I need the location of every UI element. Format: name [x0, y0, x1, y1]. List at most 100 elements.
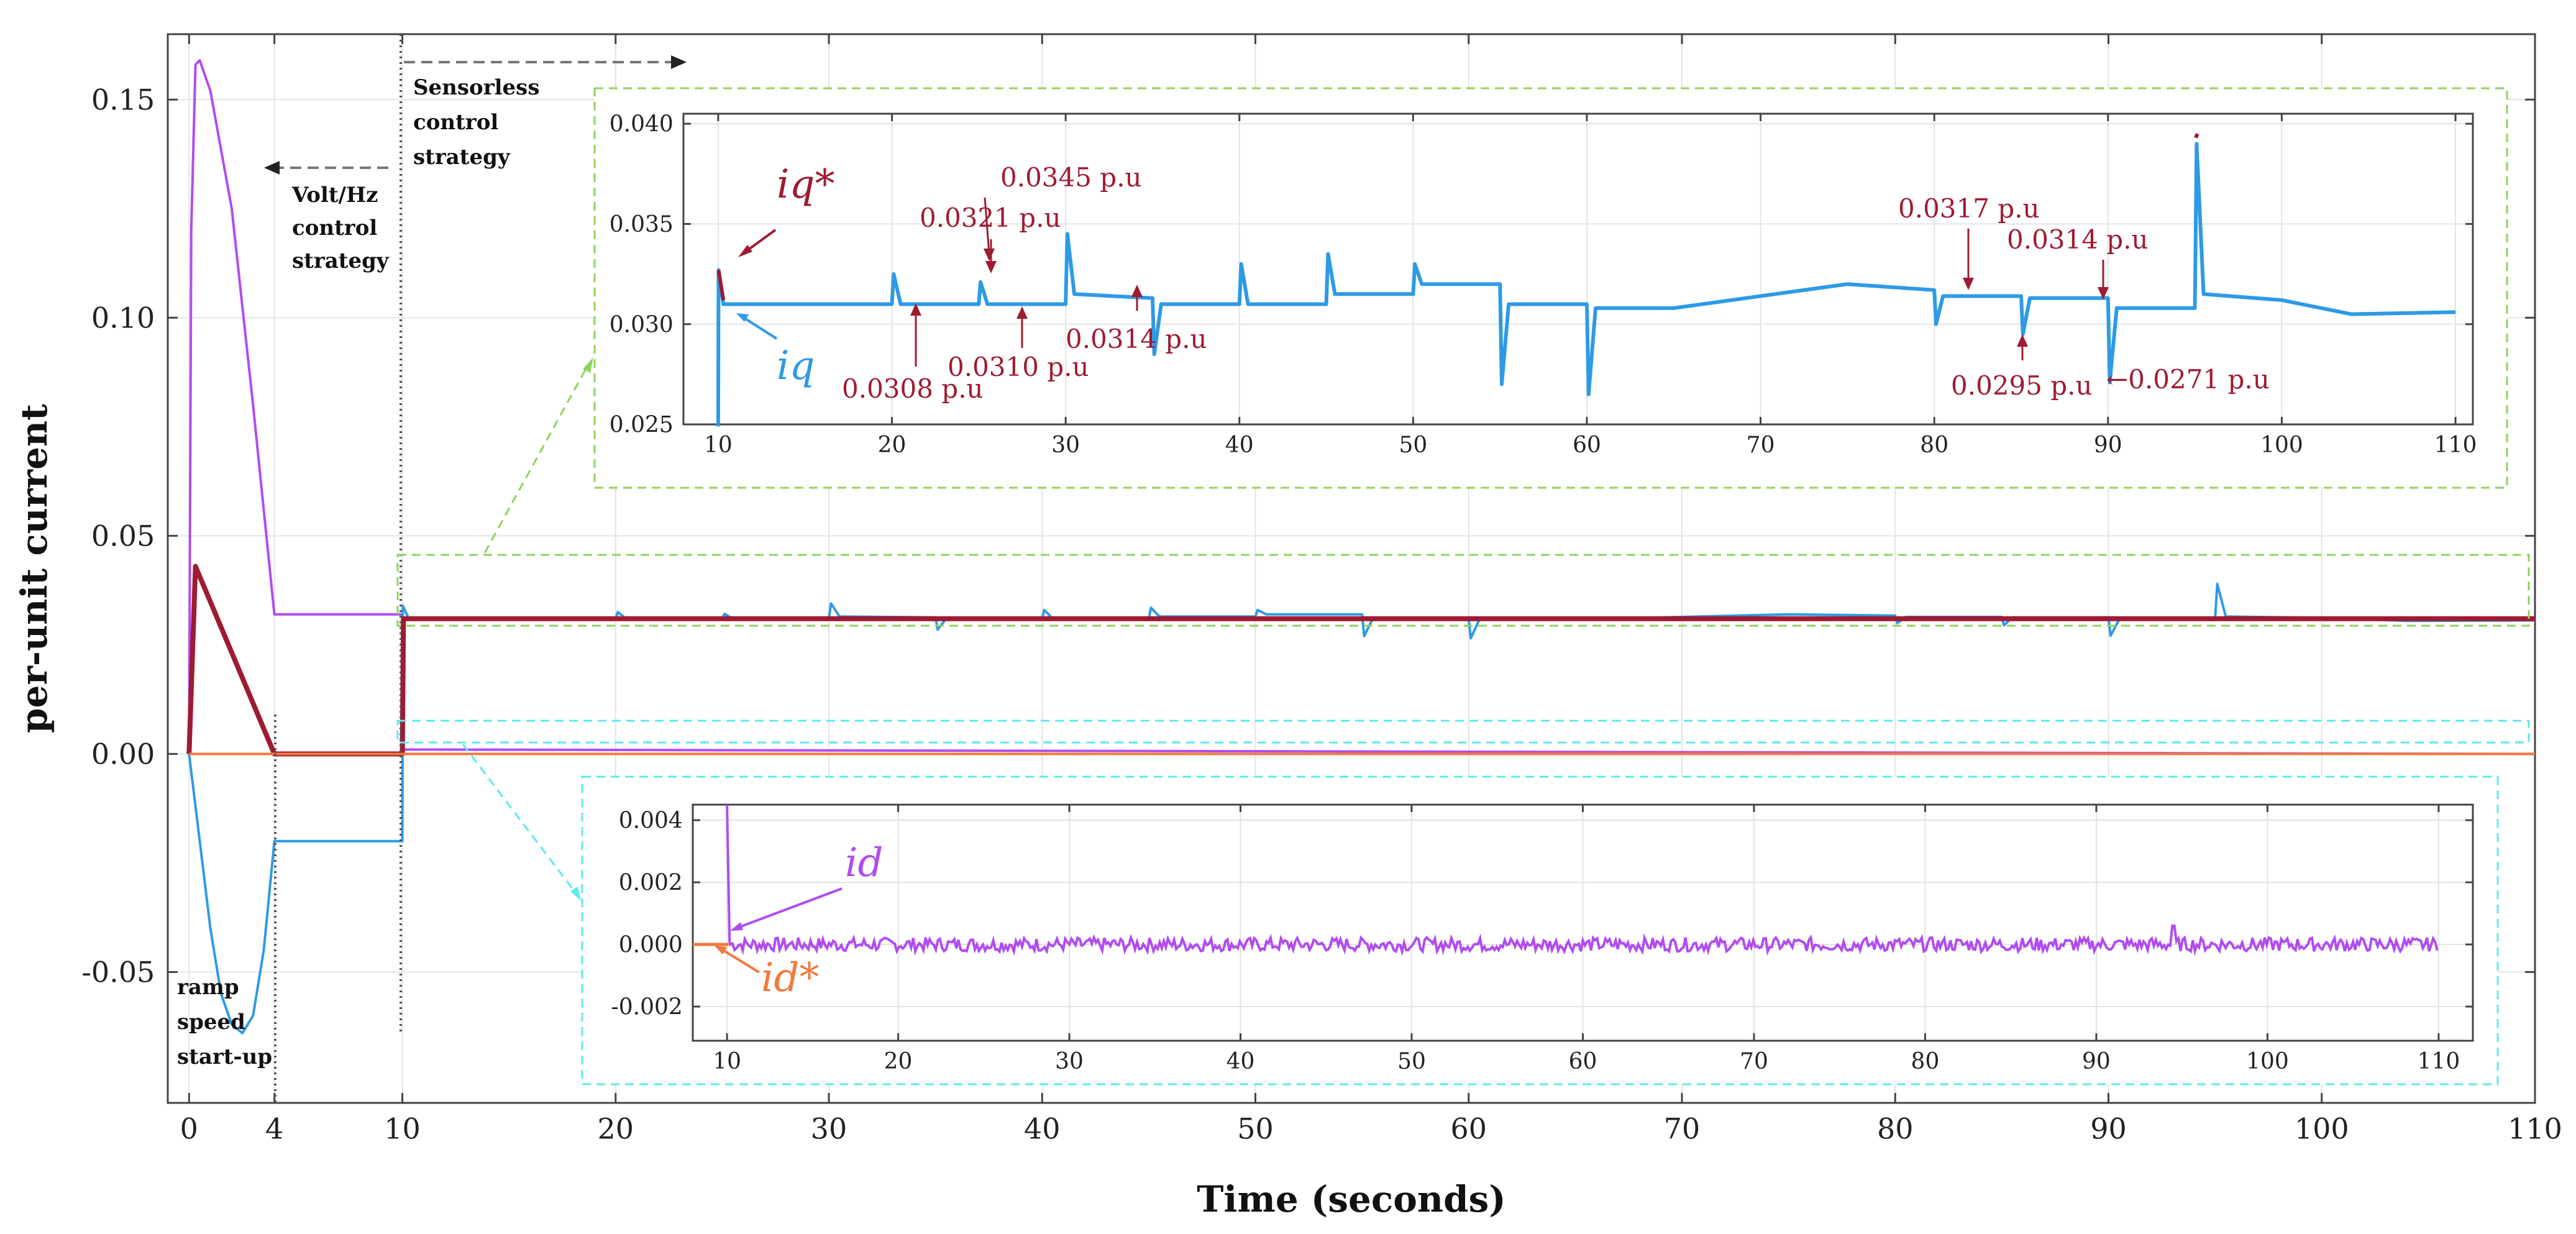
x-tick-label: 50	[1399, 432, 1427, 458]
id-text: id	[845, 840, 883, 886]
y-tick-label: 0.002	[619, 871, 683, 896]
y-axis-label: per-unit current	[13, 404, 55, 733]
inset-d-series	[693, 804, 2439, 956]
x-tick-label: 110	[2418, 1049, 2460, 1074]
id-star-label: id*	[715, 946, 819, 1001]
y-tick-label: 0.15	[91, 83, 155, 116]
id-label: id	[730, 840, 883, 931]
x-tick-label: 60	[1573, 432, 1601, 458]
x-tick-label: 20	[884, 1049, 913, 1074]
x-tick-label: 10	[384, 1112, 421, 1146]
inset-q-annotation: 0.0308 p.u	[842, 373, 984, 404]
x-tick-label: 50	[1397, 1049, 1426, 1074]
zoom-box-id	[396, 720, 2530, 744]
x-tick-label: 10	[713, 1049, 741, 1074]
x-tick-label: 0	[180, 1112, 198, 1146]
y-tick-label: 0.035	[610, 212, 674, 237]
x-axis-label: Time (seconds)	[1197, 1178, 1505, 1220]
x-tick-label: 90	[2090, 1112, 2127, 1146]
sensorless-line2: control	[413, 110, 498, 135]
ramp-line3: start-up	[177, 1044, 272, 1069]
x-tick-label: 100	[2246, 1049, 2289, 1074]
inset-d-outer-box	[581, 775, 2499, 1085]
main-series	[186, 59, 2536, 1035]
inset-q-iqstar-marks	[716, 133, 2199, 301]
y-tick-label: 0.025	[610, 413, 674, 438]
inset-q-annotation-head	[2017, 334, 2028, 347]
zoom-link-iq-head	[583, 357, 593, 373]
x-tick-label: 20	[598, 1112, 634, 1146]
x-tick-label: 30	[1051, 432, 1080, 458]
ramp-note: ramp speed start-up	[177, 975, 272, 1069]
inset-q-annotation: 0.0295 p.u	[1951, 370, 2093, 401]
sensorless-line3: strategy	[413, 145, 511, 170]
iq-label: iq	[736, 313, 815, 389]
zoom-link-iq	[483, 366, 588, 554]
ramp-line2: speed	[177, 1010, 245, 1035]
inset-q-annotation: 0.0314 p.u	[1066, 324, 1207, 354]
x-tick-label: 80	[1911, 1049, 1940, 1074]
inset-q-annotation: 0.0314 p.u	[2007, 224, 2149, 255]
x-tick-label: 4	[265, 1112, 283, 1146]
x-tick-label: 40	[1225, 432, 1254, 458]
inset-q-annotation: 0.0317 p.u	[1898, 193, 2040, 224]
inset-q-annotation-arrow	[984, 197, 990, 254]
main-plot-frame	[167, 33, 2536, 1104]
y-tick-label: -0.002	[611, 995, 683, 1020]
y-tick-label: 0.00	[91, 737, 155, 770]
inset-q-annotation: 0.0321 p.u	[920, 203, 1061, 233]
inset-q-iq-line	[716, 142, 2456, 427]
inset-q-outer-box	[593, 87, 2508, 489]
y-tick-label: -0.05	[81, 955, 155, 989]
iq-star-text: iq*	[777, 162, 834, 208]
inset-q-annotation-head	[2098, 287, 2109, 299]
sensorless-note: Sensorless control strategy	[404, 55, 687, 170]
series-line-iq-star	[186, 564, 2535, 757]
x-tick-label: 90	[2094, 432, 2122, 458]
id-star-text: id*	[761, 955, 819, 1001]
zoom-link-id	[462, 744, 576, 892]
inset-q-annotation-head	[910, 303, 921, 316]
zoom-box-iq	[396, 554, 2530, 627]
x-tick-label: 100	[2295, 1112, 2349, 1146]
volt-hz-line1: Volt/Hz	[291, 183, 378, 208]
iq-text: iq	[777, 343, 815, 389]
y-tick-label: 0.10	[91, 301, 155, 334]
x-tick-label: 60	[1569, 1049, 1597, 1074]
x-tick-label: 70	[1747, 432, 1775, 458]
x-tick-label: 110	[2434, 432, 2477, 458]
x-tick-label: 50	[1237, 1112, 1274, 1146]
x-tick-label: 80	[1877, 1112, 1914, 1146]
x-tick-label: 110	[2508, 1112, 2562, 1146]
y-tick-label: 0.000	[619, 933, 683, 958]
x-tick-label: 20	[878, 432, 907, 458]
inset-q-series	[716, 133, 2456, 427]
zoom-link-id-head	[570, 887, 581, 901]
y-tick-label: 0.030	[610, 312, 674, 337]
y-tick-label: 0.05	[91, 519, 155, 552]
x-tick-label: 30	[811, 1112, 847, 1146]
x-tick-label: 40	[1024, 1112, 1061, 1146]
iq-star-label: iq*	[738, 162, 834, 257]
inset-q-annotation: 0.0345 p.u	[1000, 162, 1142, 193]
x-tick-label: 80	[1920, 432, 1948, 458]
inset-q-frame	[682, 112, 2474, 426]
inset-q-annotation-head	[1016, 306, 1028, 319]
volt-hz-line2: control	[292, 216, 377, 240]
y-tick-label: 0.004	[619, 808, 683, 834]
x-tick-label: 100	[2260, 432, 2303, 458]
inset-q-annotation-head	[985, 261, 997, 273]
volt-hz-line3: strategy	[292, 249, 390, 273]
inset-q-ticks: 10 20 30 40 50 60 70 80 90 100 110 0.025 0.030 0.035 0…	[610, 112, 2477, 458]
ramp-line1: ramp	[177, 975, 239, 1000]
x-tick-label: 10	[704, 432, 733, 458]
y-tick-label: 0.040	[610, 112, 674, 137]
x-tick-label: 30	[1055, 1049, 1084, 1074]
x-tick-label: 70	[1664, 1112, 1701, 1146]
x-tick-label: 60	[1451, 1112, 1487, 1146]
inset-q-annotation: ←0.0271 p.u	[2106, 364, 2270, 395]
x-tick-label: 70	[1740, 1049, 1768, 1074]
inset-d-ticks: 10 20 30 40 50 60 70 80 90 100 110 -0.002 0.000 0.002…	[611, 805, 2473, 1074]
inset-q-annotations: 0.0345 p.u 0.0321 p.u 0.0308 p.u0.0310 p.u…	[842, 162, 2270, 404]
